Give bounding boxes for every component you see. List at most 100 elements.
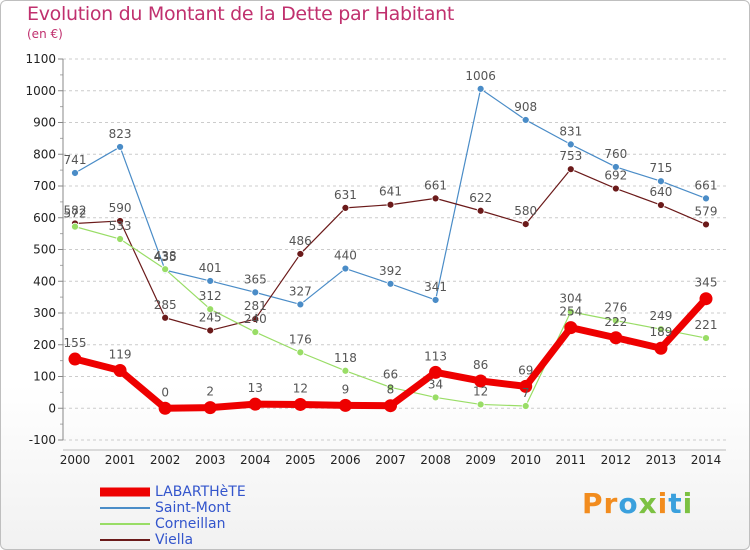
data-point-labarthete	[609, 331, 623, 345]
chart-subtitle: (en €)	[27, 27, 63, 41]
data-label-labarthete: 155	[64, 336, 87, 350]
data-label-corneillan: 304	[559, 292, 582, 306]
y-tick-label: 100	[33, 370, 56, 384]
data-label-viella: 580	[514, 204, 537, 218]
x-tick-label: 2004	[240, 453, 271, 467]
data-point-labarthete	[699, 292, 713, 306]
data-label-corneillan: 7	[522, 386, 530, 400]
y-tick-label: -100	[29, 433, 56, 447]
data-label-viella: 285	[154, 298, 177, 312]
data-point-viella	[341, 204, 350, 212]
data-label-viella: 590	[109, 201, 132, 215]
logo-letter: x	[638, 487, 658, 520]
logo-letter: o	[618, 487, 639, 520]
data-label-saint-mont: 365	[244, 272, 267, 286]
data-label-labarthete: 8	[387, 383, 395, 397]
data-point-viella	[161, 313, 170, 322]
y-tick-label: 700	[33, 179, 56, 193]
data-label-corneillan: 276	[604, 301, 627, 315]
data-label-viella: 245	[199, 310, 222, 324]
data-label-saint-mont: 341	[424, 280, 447, 294]
line-chart: -100 0 100 200 300 400 500 600 700 800 900 1000 1100…	[25, 52, 726, 467]
data-label-corneillan: 312	[199, 289, 222, 303]
data-point-labarthete	[474, 374, 488, 388]
y-tick-label: 500	[33, 243, 56, 257]
data-label-viella: 579	[695, 204, 718, 218]
data-label-corneillan: 221	[695, 318, 718, 332]
x-tick-label: 2011	[556, 453, 587, 467]
data-label-labarthete: 2	[206, 385, 214, 399]
logo-letter: P	[582, 487, 604, 520]
data-point-labarthete	[158, 401, 172, 415]
data-point-saint-mont	[296, 300, 305, 309]
data-label-labarthete: 12	[293, 381, 308, 395]
data-label-corneillan: 240	[244, 312, 267, 326]
data-point-corneillan	[386, 383, 395, 392]
data-label-viella: 641	[379, 185, 402, 199]
y-tick-label: 900	[33, 116, 56, 130]
x-tick-label: 2014	[691, 453, 722, 467]
data-label-saint-mont: 401	[199, 261, 222, 275]
data-point-labarthete	[248, 397, 262, 411]
legend-swatch-corneillan	[100, 523, 150, 525]
legend-label-labarthete: LABARTHèTE	[155, 484, 246, 500]
data-label-viella: 640	[649, 185, 672, 199]
y-tick-label: 200	[33, 338, 56, 352]
data-point-viella	[386, 200, 395, 209]
x-tick-label: 2002	[150, 453, 181, 467]
data-label-corneillan: 533	[109, 219, 132, 233]
x-tick-label: 2013	[646, 453, 677, 467]
x-tick-label: 2007	[375, 453, 406, 467]
data-point-corneillan	[296, 348, 305, 357]
data-label-corneillan: 438	[154, 249, 177, 263]
data-label-viella: 582	[64, 203, 87, 217]
legend-label-corneillan: Corneillan	[155, 516, 226, 532]
data-label-corneillan: 118	[334, 351, 357, 365]
data-label-saint-mont: 715	[649, 161, 672, 175]
data-label-corneillan: 572	[64, 207, 87, 221]
data-point-labarthete	[113, 363, 127, 377]
series-layer	[68, 84, 713, 415]
data-label-labarthete: 254	[559, 305, 582, 319]
x-tick-label: 2009	[465, 453, 496, 467]
data-label-saint-mont: 661	[695, 178, 718, 192]
data-point-labarthete	[654, 341, 668, 355]
data-point-labarthete	[293, 397, 307, 411]
data-point-labarthete	[519, 379, 533, 393]
legend-label-viella: Viella	[155, 532, 194, 548]
data-point-labarthete	[68, 352, 82, 366]
data-point-viella	[611, 184, 620, 193]
data-point-viella	[296, 250, 305, 258]
proxiti-logo: Proxiti	[582, 487, 693, 520]
data-label-labarthete: 0	[161, 385, 169, 399]
data-label-corneillan: 66	[383, 367, 398, 381]
x-tick-label: 2010	[510, 453, 541, 467]
data-label-labarthete: 222	[604, 315, 627, 329]
logo-letter: i	[682, 487, 694, 520]
data-label-labarthete: 86	[473, 358, 488, 372]
legend-swatch-saint-mont	[100, 507, 150, 509]
data-point-saint-mont	[386, 279, 395, 288]
y-tick-label: 400	[33, 274, 56, 288]
data-point-labarthete	[429, 365, 443, 379]
y-tick-label: 1100	[25, 52, 56, 66]
data-point-saint-mont	[206, 277, 215, 285]
data-point-viella	[206, 326, 215, 335]
x-tick-label: 2003	[195, 453, 226, 467]
data-label-labarthete: 189	[649, 325, 672, 339]
data-point-saint-mont	[702, 194, 710, 203]
y-tick-label: 600	[33, 211, 56, 225]
data-point-labarthete	[384, 399, 397, 413]
data-point-corneillan	[251, 328, 260, 336]
data-label-labarthete: 9	[342, 382, 350, 396]
data-label-viella: 692	[604, 169, 627, 183]
data-labels-layer: 7418234354013653274403923411006908831760…	[64, 69, 718, 400]
data-point-corneillan	[116, 235, 124, 243]
data-label-labarthete: 13	[248, 381, 263, 395]
data-point-corneillan	[161, 265, 170, 274]
data-label-labarthete: 119	[109, 347, 132, 361]
data-point-corneillan	[476, 400, 485, 409]
y-tick-label: 1000	[25, 84, 56, 98]
data-point-corneillan	[71, 222, 79, 231]
